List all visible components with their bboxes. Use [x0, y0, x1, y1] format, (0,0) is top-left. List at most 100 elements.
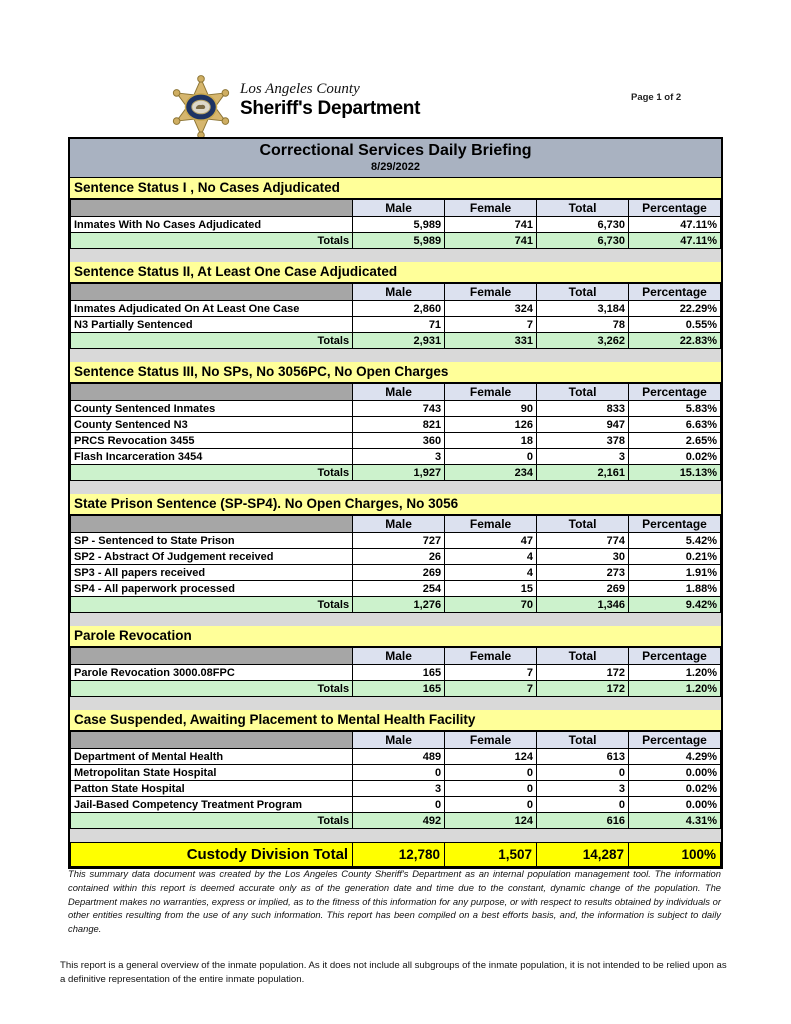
disclaimer-paragraph: This summary data document was created b…	[68, 868, 721, 934]
table-row: N3 Partially Sentenced 71 7 78 0.55%	[69, 316, 721, 333]
row-label: PRCS Revocation 3455	[69, 432, 354, 449]
totals-female: 124	[444, 812, 538, 829]
cell-male: 3	[352, 448, 446, 465]
column-header-total: Total	[536, 515, 629, 533]
cell-female: 4	[444, 548, 538, 565]
row-label: Inmates With No Cases Adjudicated	[69, 216, 354, 233]
column-header-male: Male	[352, 383, 446, 401]
column-header-female: Female	[444, 383, 538, 401]
row-label: SP2 - Abstract Of Judgement received	[69, 548, 354, 565]
cell-total: 947	[536, 416, 629, 433]
cell-percentage: 0.02%	[628, 780, 721, 797]
row-label: Inmates Adjudicated On At Least One Case	[69, 300, 354, 317]
section-title: Parole Revocation	[70, 626, 721, 647]
column-header-total: Total	[536, 283, 629, 301]
cell-female: 7	[444, 664, 538, 681]
row-label: N3 Partially Sentenced	[69, 316, 354, 333]
cell-male: 727	[352, 532, 446, 549]
row-label: SP - Sentenced to State Prison	[69, 532, 354, 549]
corner-cell	[69, 731, 354, 749]
cell-female: 741	[444, 216, 538, 233]
section-table: Male Female Total Percentage County Sentenc…	[69, 383, 721, 481]
section-title: Sentence Status II, At Least One Case Ad…	[70, 262, 721, 283]
table-row: Patton State Hospital 3 0 3 0.02%	[69, 780, 721, 797]
cell-male: 489	[352, 748, 446, 765]
column-header-female: Female	[444, 283, 538, 301]
row-label: Patton State Hospital	[69, 780, 354, 797]
report-title: Correctional Services Daily Briefing	[259, 142, 532, 159]
sheriff-star-badge-icon	[167, 74, 235, 140]
cell-total: 613	[536, 748, 629, 765]
table-row: Parole Revocation 3000.08FPC 165 7 172 1.20%	[69, 664, 721, 681]
cell-male: 165	[352, 664, 446, 681]
totals-row: Totals 1,276 70 1,346 9.42%	[69, 596, 721, 613]
cell-percentage: 2.65%	[628, 432, 721, 449]
report-section: Sentence Status II, At Least One Case Ad…	[69, 262, 721, 349]
totals-percentage: 9.42%	[628, 596, 721, 613]
cell-percentage: 0.21%	[628, 548, 721, 565]
grand-total-female: 1,507	[444, 842, 538, 867]
cell-male: 821	[352, 416, 446, 433]
cell-total: 3	[536, 448, 629, 465]
cell-total: 3	[536, 780, 629, 797]
totals-female: 234	[444, 464, 538, 481]
totals-row: Totals 2,931 331 3,262 22.83%	[69, 332, 721, 349]
column-header-total: Total	[536, 383, 629, 401]
column-header-male: Male	[352, 647, 446, 665]
totals-row: Totals 1,927 234 2,161 15.13%	[69, 464, 721, 481]
report-section: Parole Revocation Male Female Total Percent…	[69, 626, 721, 697]
report-table: Correctional Services Daily Briefing 8/2…	[68, 137, 723, 869]
totals-male: 1,276	[352, 596, 446, 613]
cell-female: 4	[444, 564, 538, 581]
cell-male: 26	[352, 548, 446, 565]
cell-female: 7	[444, 316, 538, 333]
section-title: Sentence Status I , No Cases Adjudicated	[70, 178, 721, 199]
cell-total: 6,730	[536, 216, 629, 233]
cell-percentage: 4.29%	[628, 748, 721, 765]
column-header-row: Male Female Total Percentage	[69, 199, 721, 217]
column-header-female: Female	[444, 515, 538, 533]
row-label: Department of Mental Health	[69, 748, 354, 765]
cell-female: 0	[444, 780, 538, 797]
totals-row: Totals 165 7 172 1.20%	[69, 680, 721, 697]
totals-row: Totals 492 124 616 4.31%	[69, 812, 721, 829]
report-sections: Sentence Status I , No Cases Adjudicated…	[69, 178, 721, 829]
table-row: Inmates Adjudicated On At Least One Case…	[69, 300, 721, 317]
totals-female: 70	[444, 596, 538, 613]
section-title: Sentence Status III, No SPs, No 3056PC, …	[70, 362, 721, 383]
column-header-male: Male	[352, 515, 446, 533]
cell-percentage: 0.02%	[628, 448, 721, 465]
row-label: Jail-Based Competency Treatment Program	[69, 796, 354, 813]
cell-percentage: 22.29%	[628, 300, 721, 317]
row-label: SP4 - All paperwork processed	[69, 580, 354, 597]
totals-female: 741	[444, 232, 538, 249]
report-date: 8/29/2022	[371, 161, 420, 173]
column-header-total: Total	[536, 647, 629, 665]
cell-percentage: 1.20%	[628, 664, 721, 681]
column-header-percentage: Percentage	[628, 283, 721, 301]
cell-percentage: 47.11%	[628, 216, 721, 233]
totals-total: 6,730	[536, 232, 629, 249]
table-row: Department of Mental Health 489 124 613 4.29…	[69, 748, 721, 765]
totals-label: Totals	[69, 812, 354, 829]
totals-male: 165	[352, 680, 446, 697]
cell-total: 0	[536, 764, 629, 781]
cell-total: 3,184	[536, 300, 629, 317]
section-table: Male Female Total Percentage Inmates With N…	[69, 199, 721, 249]
totals-percentage: 22.83%	[628, 332, 721, 349]
table-row: Flash Incarceration 3454 3 0 3 0.02%	[69, 448, 721, 465]
totals-label: Totals	[69, 332, 354, 349]
cell-female: 126	[444, 416, 538, 433]
report-section: Case Suspended, Awaiting Placement to Me…	[69, 710, 721, 829]
grand-total-table: Custody Division Total 12,780 1,507 14,2…	[69, 842, 721, 867]
table-row: PRCS Revocation 3455 360 18 378 2.65%	[69, 432, 721, 449]
corner-cell	[69, 383, 354, 401]
cell-male: 269	[352, 564, 446, 581]
table-row: Jail-Based Competency Treatment Program 0…	[69, 796, 721, 813]
cell-female: 90	[444, 400, 538, 417]
column-header-row: Male Female Total Percentage	[69, 515, 721, 533]
cell-female: 0	[444, 764, 538, 781]
totals-female: 7	[444, 680, 538, 697]
column-header-total: Total	[536, 199, 629, 217]
table-row: SP3 - All papers received 269 4 273 1.91%	[69, 564, 721, 581]
